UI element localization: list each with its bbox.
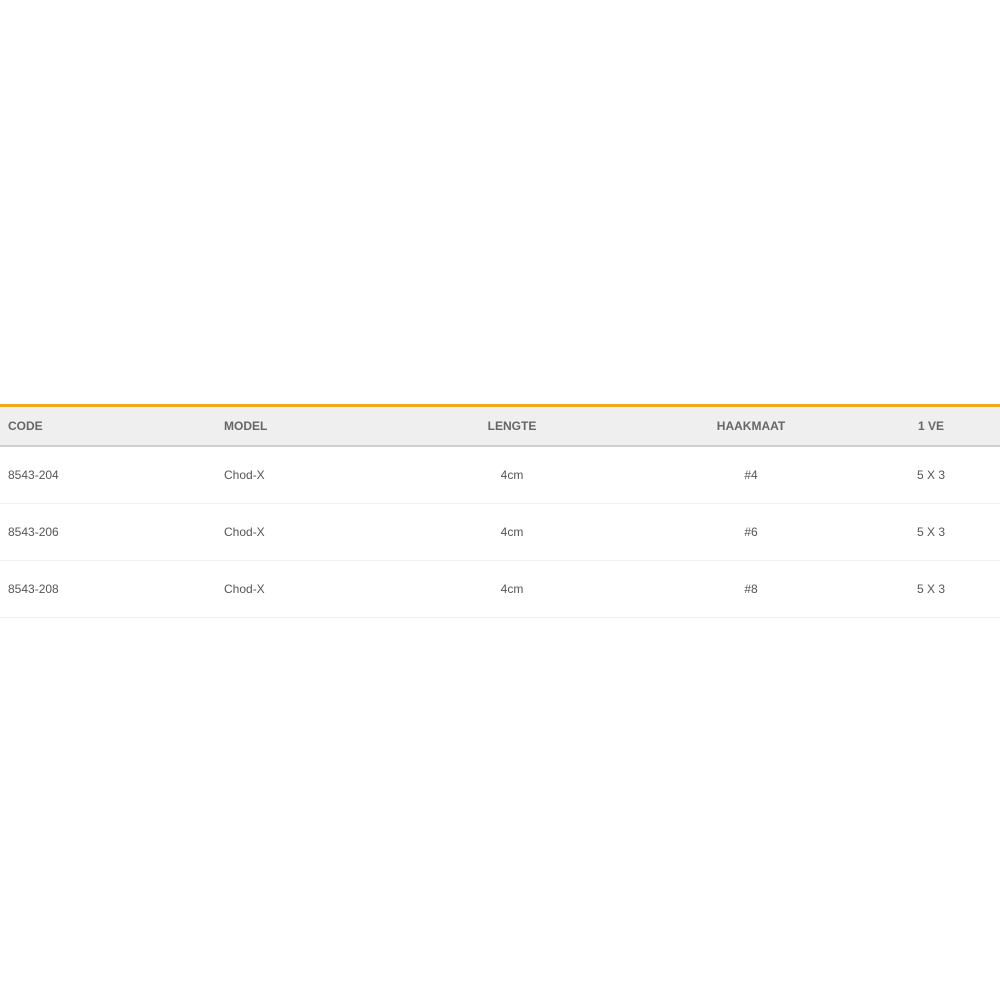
cell-code: 8543-206 xyxy=(0,503,224,561)
cell-lengte: 4cm xyxy=(384,446,640,504)
product-table: CODE MODEL LENGTE HAAKMAAT 1 VE 8543-204… xyxy=(0,404,1000,618)
header-code: CODE xyxy=(8,419,43,433)
table-row: 8543-204 Chod-X 4cm #4 5 X 3 xyxy=(0,446,1000,504)
cell-code: 8543-204 xyxy=(0,446,224,504)
cell-model: Chod-X xyxy=(224,503,384,561)
header-haakmaat: HAAKMAAT xyxy=(716,419,786,433)
table-row: 8543-208 Chod-X 4cm #8 5 X 3 xyxy=(0,560,1000,618)
header-ve: 1 VE xyxy=(917,419,944,433)
cell-model: Chod-X xyxy=(224,446,384,504)
cell-haakmaat: #8 xyxy=(640,560,862,618)
cell-haakmaat: #6 xyxy=(640,503,862,561)
cell-haakmaat: #4 xyxy=(640,446,862,504)
cell-code: 8543-208 xyxy=(0,560,224,618)
cell-ve: 5 X 3 xyxy=(862,446,1000,504)
cell-lengte: 4cm xyxy=(384,503,640,561)
table-header-row: CODE MODEL LENGTE HAAKMAAT 1 VE xyxy=(0,405,1000,446)
cell-ve: 5 X 3 xyxy=(862,560,1000,618)
cell-lengte: 4cm xyxy=(384,560,640,618)
cell-model: Chod-X xyxy=(224,560,384,618)
table-row: 8543-206 Chod-X 4cm #6 5 X 3 xyxy=(0,503,1000,561)
cell-ve: 5 X 3 xyxy=(862,503,1000,561)
header-lengte: LENGTE xyxy=(487,419,537,433)
header-model: MODEL xyxy=(224,419,268,433)
